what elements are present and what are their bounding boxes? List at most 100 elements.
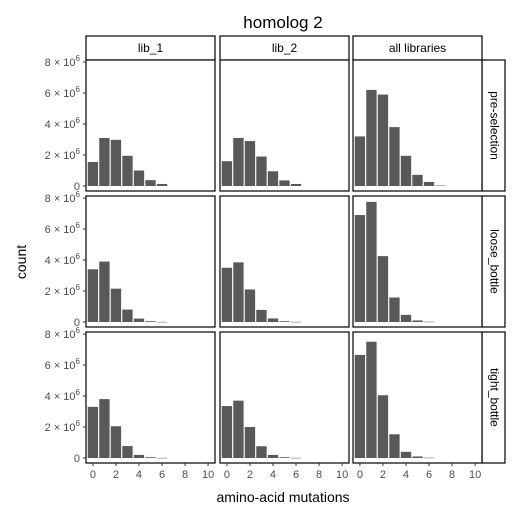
y-tick-label: 6 × 106 (45, 357, 81, 372)
bar (354, 215, 366, 322)
x-tick-label: 10 (336, 469, 348, 481)
column-strip-box (85, 35, 216, 61)
bar (110, 288, 122, 322)
bar (122, 309, 133, 322)
y-tick-label: 4 × 106 (45, 116, 81, 131)
bar (290, 457, 302, 459)
bar (423, 181, 435, 186)
row-strip: pre-selection (481, 59, 506, 192)
bar (99, 261, 110, 322)
bar (145, 321, 156, 322)
bar (87, 406, 99, 458)
bar (412, 320, 423, 322)
x-tick-label: 2 (113, 469, 119, 481)
y-tick-label: 0 (74, 317, 80, 329)
y-tick-label: 4 × 106 (45, 388, 81, 403)
bar (354, 136, 366, 186)
bar (412, 174, 423, 186)
y-tick-label: 4 × 106 (45, 252, 81, 267)
facet-panel (219, 59, 350, 192)
bar (110, 139, 122, 186)
column-strip-label: lib_1 (138, 41, 164, 55)
x-tick-label: 6 (159, 469, 165, 481)
bar (221, 161, 233, 186)
bar (366, 201, 377, 322)
x-tick-label: 4 (270, 469, 276, 481)
facet-panel (219, 195, 350, 328)
y-tick-label: 2 × 106 (45, 147, 81, 162)
bar (423, 321, 435, 323)
bar (122, 446, 133, 458)
bar (290, 183, 302, 186)
x-tick-label: 8 (449, 469, 455, 481)
bar (244, 427, 256, 458)
facet-panel (85, 59, 216, 192)
bar (389, 127, 400, 186)
y-axis-label: count (13, 245, 29, 279)
x-tick-label: 0 (224, 469, 230, 481)
bar (145, 457, 156, 458)
bar (87, 161, 99, 186)
y-tick-label: 8 × 106 (45, 326, 81, 341)
bar (256, 446, 267, 458)
bar (279, 457, 290, 458)
bar (389, 297, 400, 322)
bar (279, 180, 290, 186)
bar (87, 269, 99, 322)
facet-panel (85, 331, 216, 464)
bar (244, 289, 256, 322)
bar (99, 399, 110, 458)
facet-panel (219, 331, 350, 464)
x-tick-label: 10 (202, 469, 214, 481)
bar (366, 341, 377, 458)
bar (110, 426, 122, 458)
bar (133, 170, 145, 186)
x-tick-label: 2 (247, 469, 253, 481)
row-strip: tight_bottle (481, 331, 506, 464)
x-tick-label: 4 (136, 469, 142, 481)
bar (279, 321, 290, 322)
x-tick-label: 6 (426, 469, 432, 481)
row-strip-label: loose_bottle (487, 229, 501, 294)
bar (400, 451, 412, 458)
x-tick-label: 4 (403, 469, 409, 481)
x-tick-label: 0 (357, 469, 363, 481)
y-tick-label: 0 (74, 453, 80, 465)
y-tick-label: 2 × 106 (45, 283, 81, 298)
bar (366, 89, 377, 186)
column-strip: all libraries (352, 35, 483, 61)
bar (145, 180, 156, 186)
column-strip: lib_1 (85, 35, 216, 61)
facet-panel (352, 195, 483, 328)
y-tick-label: 0 (74, 181, 80, 193)
facet-panel (352, 331, 483, 464)
bar (377, 256, 389, 322)
y-tick-label: 2 × 106 (45, 419, 81, 434)
bar (156, 457, 168, 459)
bar (122, 155, 133, 186)
bar (377, 395, 389, 458)
bar (290, 321, 302, 323)
bar (423, 457, 435, 459)
column-strip-label: lib_2 (272, 41, 298, 55)
bar (99, 137, 110, 186)
bar (267, 318, 279, 322)
bar (256, 309, 267, 322)
bar (133, 318, 145, 322)
column-strip-box (219, 35, 350, 61)
x-tick-label: 8 (182, 469, 188, 481)
facet-panel (352, 59, 483, 192)
bar (412, 456, 423, 458)
x-tick-label: 10 (469, 469, 481, 481)
x-axis-label: amino-acid mutations (216, 489, 349, 505)
bar (221, 406, 233, 458)
y-tick-label: 8 × 106 (45, 190, 81, 205)
bar (133, 454, 145, 458)
bar (233, 262, 244, 322)
facet-grid: lib_1 lib_2 all libraries pre-selection loos… (45, 35, 506, 481)
bar (233, 137, 244, 186)
x-tick-label: 6 (293, 469, 299, 481)
y-tick-label: 6 × 106 (45, 221, 81, 236)
bar (389, 434, 400, 458)
